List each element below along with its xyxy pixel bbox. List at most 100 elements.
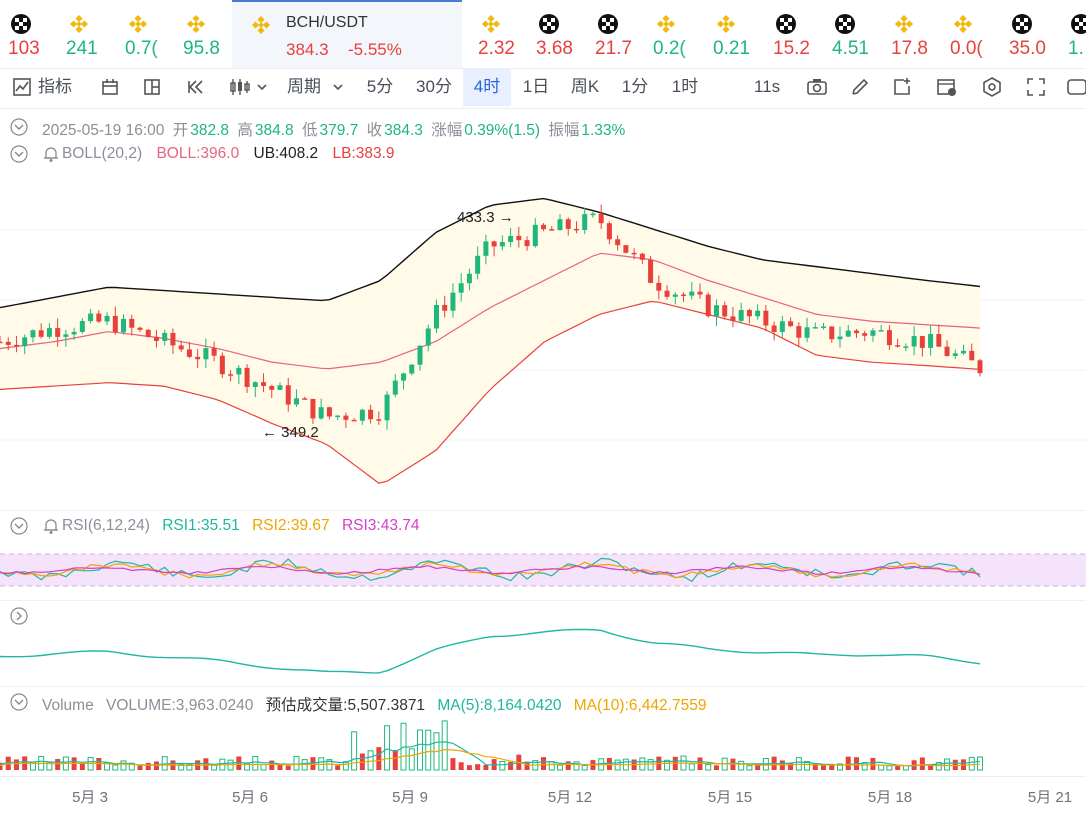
replay-icon[interactable] — [186, 77, 206, 97]
ticker-item[interactable]: 21.7 — [587, 0, 647, 68]
candle-body — [722, 305, 728, 317]
binance-icon — [186, 14, 206, 34]
candle-body — [565, 219, 571, 229]
ticker-item[interactable]: 35.0 — [1001, 0, 1061, 68]
volume-bar — [845, 756, 851, 770]
layout-icon[interactable] — [142, 77, 162, 97]
ticker-item[interactable]: 241 — [58, 0, 118, 68]
ticker-item[interactable]: 0.0( — [942, 0, 1002, 68]
rsi-bell-icon[interactable] — [42, 517, 60, 535]
calendar-icon[interactable] — [100, 77, 120, 97]
indicators-button[interactable]: 指标 — [38, 77, 72, 96]
x-tick-label: 5月 6 — [232, 789, 268, 806]
ticker-item[interactable]: 0.2( — [645, 0, 705, 68]
ticker-item[interactable]: 15.2 — [765, 0, 825, 68]
ticker-item[interactable]: 95.8 — [175, 0, 235, 68]
volume-collapse-icon[interactable] — [10, 693, 28, 711]
candle-body — [252, 382, 258, 387]
candle-body — [829, 326, 835, 340]
boll-collapse-icon[interactable] — [10, 145, 28, 163]
volume-bar — [392, 750, 398, 770]
candle-body — [417, 345, 423, 365]
ticker-item[interactable]: 103 — [0, 0, 60, 68]
volume-bar — [944, 758, 951, 771]
volume-bar — [878, 764, 885, 771]
candle-body — [664, 290, 670, 297]
candle-body — [524, 240, 530, 247]
expand-indicator-icon[interactable] — [10, 607, 28, 625]
bell-icon[interactable] — [42, 145, 60, 163]
volume-bar — [376, 747, 382, 770]
interval-6[interactable]: 1时 — [671, 77, 699, 96]
rsi-chart[interactable] — [0, 540, 1086, 600]
price-chart[interactable]: 433.3 → ← 349.2 — [0, 170, 1086, 510]
candlestick-type-icon[interactable] — [228, 77, 250, 97]
volume-bar — [647, 759, 654, 771]
volume-bar — [293, 755, 300, 771]
candle-body — [631, 252, 637, 255]
interval-1[interactable]: 30分 — [416, 77, 452, 96]
period-chevron-icon[interactable] — [332, 83, 344, 93]
candle-body — [121, 318, 127, 333]
ohlc-date: 2025-05-19 16:00 — [42, 122, 165, 139]
interval-4[interactable]: 周K — [570, 77, 600, 96]
fullscreen-icon[interactable] — [1026, 77, 1046, 97]
ticker-item[interactable]: 4.51 — [824, 0, 884, 68]
candle-body — [38, 330, 44, 337]
candle-body — [681, 294, 687, 296]
candle-body — [392, 380, 398, 395]
interval-3[interactable]: 1日 — [522, 77, 550, 96]
ticker-item-active[interactable]: BCH/USDT 384.3 -5.55% — [232, 0, 462, 68]
volume-bar — [128, 762, 135, 771]
candle-body — [79, 321, 85, 332]
volume-bar — [928, 764, 934, 770]
rsi-collapse-icon[interactable] — [10, 517, 28, 535]
indicator-line-chart[interactable] — [0, 605, 1086, 685]
ticker-item[interactable]: 0.7( — [117, 0, 177, 68]
volume-bar — [285, 765, 291, 770]
okx-icon — [11, 14, 31, 34]
ticker-value: 2.32 — [478, 38, 515, 59]
settings-icon[interactable] — [982, 77, 1002, 97]
pencil-icon[interactable] — [850, 77, 870, 97]
interval-5[interactable]: 1分 — [621, 77, 649, 96]
period-button[interactable]: 周期 — [287, 77, 321, 96]
interval-2[interactable]: 4时 — [463, 68, 511, 106]
ticker-item[interactable]: 0.21 — [705, 0, 765, 68]
template-icon[interactable] — [936, 77, 958, 97]
volume-bar — [475, 764, 481, 770]
binance-icon — [481, 14, 501, 34]
volume-bar — [755, 765, 761, 770]
volume-bar — [408, 748, 415, 771]
camera-icon[interactable] — [806, 77, 828, 97]
volume-bar — [0, 762, 3, 770]
indicator-chart-icon[interactable] — [12, 77, 32, 97]
volume-chart[interactable] — [0, 712, 1086, 774]
chevron-down-icon[interactable] — [256, 83, 268, 93]
candle-body — [104, 315, 110, 322]
candle-body — [22, 337, 28, 347]
ticker-item[interactable]: 2.32 — [470, 0, 530, 68]
rsi-label: RSI(6,12,24) — [62, 517, 150, 534]
volume-ma5: MA(5):8,164.0420 — [437, 697, 562, 714]
refresh-timer[interactable]: 11s — [754, 77, 781, 96]
collapse-toggle-icon[interactable] — [10, 118, 28, 136]
candle-body — [508, 235, 514, 242]
ticker-item[interactable]: 1. — [1060, 0, 1086, 68]
volume-bar — [186, 763, 193, 771]
add-note-icon[interactable] — [892, 77, 912, 97]
candle-body — [796, 326, 802, 338]
volume-bar — [508, 761, 514, 770]
ticker-item[interactable]: 17.8 — [883, 0, 943, 68]
more-icon[interactable] — [1066, 77, 1086, 97]
candle-body — [878, 330, 884, 332]
volume-bar — [441, 720, 448, 771]
candle-body — [466, 273, 472, 284]
interval-0[interactable]: 5分 — [366, 77, 394, 96]
candle-body — [442, 304, 448, 311]
ticker-item[interactable]: 3.68 — [528, 0, 588, 68]
x-tick-label: 5月 18 — [867, 789, 913, 806]
candle-body — [458, 283, 464, 293]
okx-icon — [835, 14, 855, 34]
